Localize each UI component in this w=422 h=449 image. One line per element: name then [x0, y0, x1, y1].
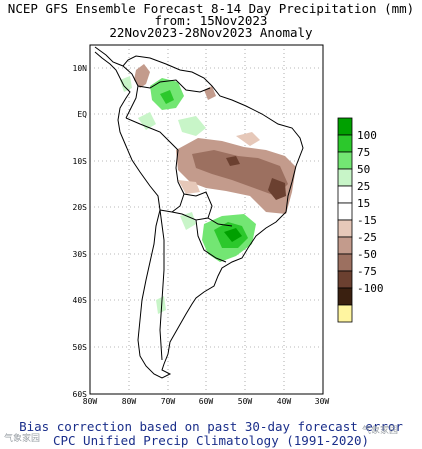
legend-label: 75 [357, 146, 370, 159]
legend-swatch [337, 287, 353, 306]
lon-label: 80W [83, 397, 98, 406]
footer-bias-note: Bias correction based on past 30-day for… [19, 419, 403, 434]
legend-swatch [337, 304, 353, 323]
map-title-line1: NCEP GFS Ensemble Forecast 8-14 Day Prec… [7, 1, 415, 16]
dry-anomaly-shading [134, 64, 296, 214]
legend-swatch [337, 270, 353, 289]
legend-label: -100 [357, 282, 384, 295]
legend-swatch [337, 168, 353, 187]
map-frame [89, 44, 324, 395]
legend-label: 15 [357, 197, 370, 210]
coastline-and-borders [94, 46, 304, 379]
wet-anomaly-shading [120, 76, 256, 314]
lon-label: 40W [277, 397, 292, 406]
lon-label: 30W [315, 397, 330, 406]
legend-label: 50 [357, 163, 370, 176]
lon-label: 60W [199, 397, 214, 406]
legend-label: -15 [357, 214, 377, 227]
lat-label: 40S [73, 296, 88, 305]
legend-swatch [337, 253, 353, 272]
legend-swatch [337, 219, 353, 238]
color-legend: 100 75 50 25 15 -15 -25 -50 -75 -100 [337, 117, 384, 323]
legend-label: 25 [357, 180, 370, 193]
legend-swatch [337, 151, 353, 170]
lat-label: 50S [73, 343, 88, 352]
watermark-left: 气象家园 [4, 434, 41, 444]
lon-label: 80W [122, 397, 137, 406]
lon-label: 70W [161, 397, 176, 406]
legend-label: -75 [357, 265, 377, 278]
lon-label: 50W [238, 397, 253, 406]
lat-label: 10S [73, 157, 88, 166]
legend-label: -50 [357, 248, 377, 261]
lat-label: EQ [77, 110, 87, 119]
lat-label: 20S [73, 203, 88, 212]
legend-swatch [337, 185, 353, 204]
legend-label: 100 [357, 129, 377, 142]
axis-labels: 80W 80W 70W 60W 50W 40W 30W 10N EQ 10S 2… [73, 64, 330, 406]
lat-label: 10N [73, 64, 88, 73]
legend-swatch [337, 134, 353, 153]
lat-label: 30S [73, 250, 88, 259]
map-title-line2: from: 15Nov2023 [154, 13, 268, 28]
legend-swatch [337, 117, 353, 136]
map-title-line3: 22Nov2023-28Nov2023 Anomaly [109, 25, 313, 40]
footer-climatology-note: CPC Unified Precip Climatology (1991-202… [52, 433, 370, 448]
legend-label: -25 [357, 231, 377, 244]
legend-swatch [337, 236, 353, 255]
legend-swatch [337, 202, 353, 221]
watermark-right: 气象家园 [362, 426, 399, 436]
lat-label: 60S [73, 390, 88, 399]
